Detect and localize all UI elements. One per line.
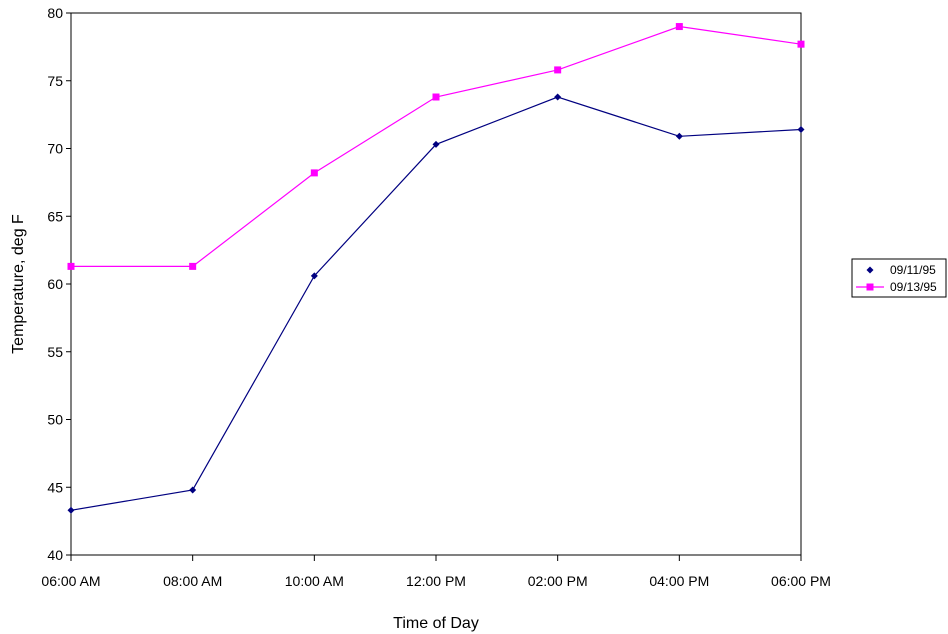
x-tick-label: 08:00 AM <box>163 573 222 589</box>
y-tick-label: 45 <box>47 479 63 495</box>
x-axis: 06:00 AM 08:00 AM 10:00 AM 12:00 PM 02:00 PM… <box>41 555 831 589</box>
x-tick-label: 06:00 AM <box>41 573 100 589</box>
data-point <box>310 272 318 280</box>
data-point <box>797 40 805 48</box>
legend-label: 09/13/95 <box>890 280 937 294</box>
data-point <box>554 93 562 101</box>
x-tick-label: 02:00 PM <box>528 573 588 589</box>
x-tick-label: 12:00 PM <box>406 573 466 589</box>
legend-label: 09/11/95 <box>890 263 936 277</box>
data-point <box>432 93 440 101</box>
y-tick-label: 40 <box>47 547 63 563</box>
data-point <box>310 169 318 177</box>
y-tick-label: 50 <box>47 412 63 428</box>
legend-marker <box>866 266 874 274</box>
series-layer <box>67 23 805 514</box>
data-point <box>432 140 440 148</box>
x-tick-label: 10:00 AM <box>285 573 344 589</box>
data-point <box>67 262 75 270</box>
data-point <box>554 66 562 74</box>
data-point <box>675 23 683 31</box>
series-2 <box>67 23 805 270</box>
x-axis-title: Time of Day <box>393 615 479 632</box>
legend: 09/11/95 09/13/95 <box>851 258 947 298</box>
y-tick-label: 75 <box>47 73 63 89</box>
data-point <box>189 262 197 270</box>
legend-box <box>851 258 947 298</box>
legend-item: 09/11/95 <box>866 263 936 277</box>
y-axis-title: Temperature, deg F <box>10 214 27 354</box>
x-tick-label: 04:00 PM <box>649 573 709 589</box>
y-tick-label: 55 <box>47 344 63 360</box>
data-point <box>189 486 197 494</box>
y-tick-label: 60 <box>47 276 63 292</box>
legend-marker <box>866 283 874 291</box>
series-line <box>70 96 802 511</box>
legend-item: 09/13/95 <box>856 280 937 294</box>
y-tick-label: 80 <box>47 5 63 21</box>
data-point <box>675 132 683 140</box>
y-tick-label: 70 <box>47 141 63 157</box>
series-1 <box>67 93 805 514</box>
data-point <box>67 506 75 514</box>
y-tick-label: 65 <box>47 208 63 224</box>
y-axis: 40 45 50 55 60 65 70 75 80 <box>47 5 71 563</box>
data-point <box>797 126 805 134</box>
x-tick-label: 06:00 PM <box>771 573 831 589</box>
